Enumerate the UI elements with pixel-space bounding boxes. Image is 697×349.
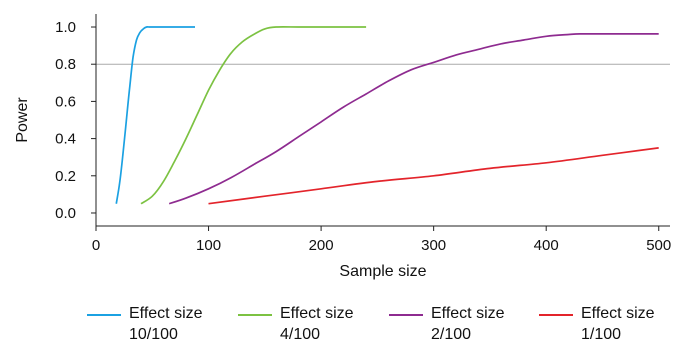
series-line-2 — [168, 33, 659, 205]
series-line-0 — [115, 26, 195, 204]
series-line-3 — [208, 147, 659, 205]
legend-label: Effect size 4/100 — [280, 305, 354, 343]
legend-swatch — [87, 314, 121, 316]
y-tick-label: 0.2 — [55, 168, 76, 185]
y-tick-label: 1.0 — [55, 19, 76, 36]
y-tick-label: 0.4 — [55, 131, 76, 148]
legend-swatch — [238, 314, 272, 316]
legend-label: Effect size 2/100 — [431, 305, 505, 343]
series-line-1 — [140, 26, 367, 205]
x-tick-label: 500 — [646, 237, 671, 254]
legend-label: Effect size 1/100 — [581, 305, 655, 343]
chart-canvas: 0.0 0.2 0.4 0.6 0.8 1.0 0 100 200 300 400 500 Sample… — [14, 14, 671, 280]
legend-label: Effect size 10/100 — [129, 305, 203, 343]
legend-swatch — [539, 314, 573, 316]
x-tick-label: 300 — [421, 237, 446, 254]
y-tick-label: 0.0 — [55, 205, 76, 222]
legend: Effect size 10/100 Effect size 4/100 Effec… — [0, 300, 697, 349]
y-tick-label: 0.6 — [55, 93, 76, 110]
x-tick-label: 400 — [534, 237, 559, 254]
legend-swatch — [389, 314, 423, 316]
y-tick-label: 0.8 — [55, 56, 76, 73]
x-tick-label: 200 — [309, 237, 334, 254]
x-axis-title: Sample size — [339, 263, 426, 280]
y-axis-title: Power — [14, 97, 31, 143]
x-tick-label: 100 — [196, 237, 221, 254]
x-tick-label: 0 — [92, 237, 100, 254]
